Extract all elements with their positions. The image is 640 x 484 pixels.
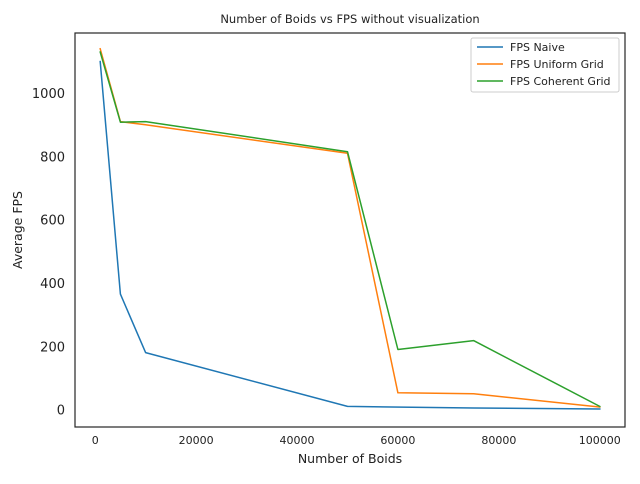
x-tick-label: 60000 (380, 434, 415, 447)
plot-area-frame (74, 32, 626, 428)
y-tick-label: 200 (40, 340, 65, 355)
x-axis-label: Number of Boids (298, 451, 402, 466)
x-tick-label: 80000 (481, 434, 516, 447)
y-tick-label: 800 (40, 150, 65, 165)
x-tick-label: 20000 (179, 434, 214, 447)
y-axis-label: Average FPS (10, 191, 25, 269)
y-axis-ticks: 0 200 400 600 800 1000 (32, 87, 65, 419)
legend-label-fps-coherent-grid: FPS Coherent Grid (510, 75, 611, 88)
legend-box (470, 37, 620, 93)
series-line-fps-coherent-grid (99, 51, 601, 408)
y-tick-label: 400 (40, 277, 65, 292)
x-tick-label: 40000 (280, 434, 315, 447)
series-line-fps-naive (99, 60, 601, 410)
y-tick-label: 600 (40, 214, 65, 229)
y-tick-label: 1000 (32, 87, 65, 102)
x-axis-ticks: 0 20000 40000 60000 80000 100000 (92, 434, 621, 447)
chart-title: Number of Boids vs FPS without visualiza… (220, 12, 479, 26)
legend-entries: FPS Naive FPS Uniform Grid FPS Coherent Gr… (477, 41, 611, 88)
legend-label-fps-uniform-grid: FPS Uniform Grid (510, 58, 604, 71)
x-tick-label: 100000 (579, 434, 621, 447)
series-lines (99, 47, 601, 410)
legend-label-fps-naive: FPS Naive (510, 41, 565, 54)
legend: FPS Naive FPS Uniform Grid FPS Coherent Gr… (470, 37, 620, 93)
x-tick-label: 0 (92, 434, 99, 447)
y-tick-label: 0 (57, 404, 65, 419)
